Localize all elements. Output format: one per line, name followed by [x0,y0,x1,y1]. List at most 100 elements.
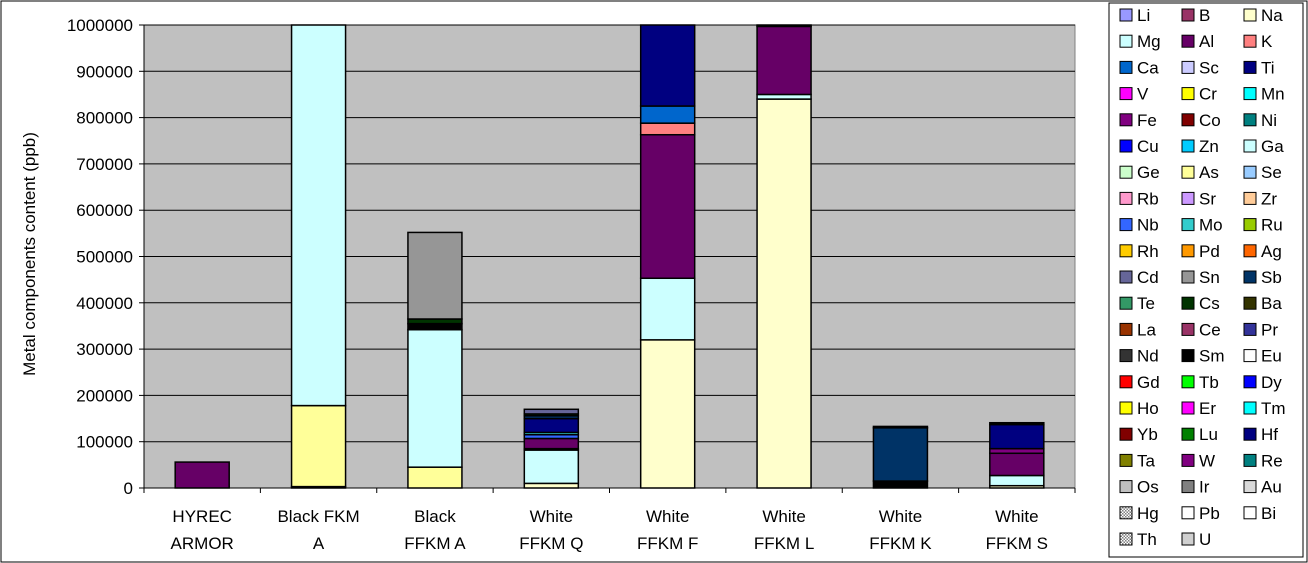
legend-label: Co [1199,111,1221,130]
legend-label: Th [1137,530,1157,549]
legend-swatch [1119,401,1133,415]
legend-label: Cd [1137,268,1159,287]
legend-label: Se [1261,163,1282,182]
legend-label: Tm [1261,399,1286,418]
legend-swatch [1243,296,1257,310]
legend-swatch [1119,60,1133,74]
legend-label: As [1199,163,1219,182]
legend-label: Tb [1199,373,1219,392]
legend-label: Zn [1199,137,1219,156]
x-tick-label: Black FFKM A [404,507,466,553]
bar-segment [523,437,580,450]
bar-segment [523,417,580,434]
legend-swatch [1243,244,1257,258]
legend-swatch [1181,113,1195,127]
legend-swatch [1119,113,1133,127]
legend-label: Gd [1137,373,1160,392]
legend-label: Cu [1137,137,1159,156]
legend-swatch [1243,349,1257,363]
legend-swatch [1119,349,1133,363]
legend-swatch [1243,34,1257,48]
bar-segment [639,339,696,489]
legend-swatch [1243,113,1257,127]
legend-swatch [1243,427,1257,441]
legend-swatch [1181,532,1195,546]
legend-label: Fe [1137,111,1157,130]
legend-label: Na [1261,6,1283,25]
legend-label: K [1261,32,1273,51]
bar-segment [989,423,1045,450]
x-tick-label: White FFKM F [637,507,698,553]
legend-label: Yb [1137,425,1158,444]
legend-label: Eu [1261,347,1282,366]
x-axis: HYREC ARMOR Black FKM A Black FFKM A White FFKM… [143,487,1076,553]
legend-label: Au [1261,478,1282,497]
legend-swatch [1181,349,1195,363]
legend-label: Ru [1261,216,1283,235]
y-tick-label: 700000 [76,155,133,174]
legend-swatch [1243,506,1257,520]
legend-label: Nb [1137,216,1159,235]
legend-label: Ti [1261,58,1275,77]
legend-swatch [1243,8,1257,22]
legend-label: Er [1199,399,1216,418]
legend-swatch [1181,191,1195,205]
legend-label: Al [1199,32,1214,51]
legend-swatch [1119,270,1133,284]
legend-swatch [1119,139,1133,153]
legend-swatch [1181,480,1195,494]
legend-label: Ce [1199,320,1221,339]
legend-swatch [1181,244,1195,258]
legend-label: Ca [1137,58,1159,77]
y-tick-label: 0 [124,479,133,498]
legend-swatch [1119,191,1133,205]
legend-label: B [1199,6,1210,25]
legend-label: Ge [1137,163,1160,182]
legend-label: Mg [1137,32,1161,51]
legend-swatch [1181,139,1195,153]
legend-label: U [1199,530,1211,549]
legend-label: Sr [1199,189,1216,208]
legend-swatch [1181,218,1195,232]
x-tick-label: HYREC ARMOR [171,507,234,553]
legend-swatch [1181,60,1195,74]
legend-label: Re [1261,451,1283,470]
legend-label: Hg [1137,504,1159,523]
y-tick-label: 500000 [76,248,133,267]
legend-swatch [1181,165,1195,179]
y-tick-label: 1000000 [67,16,133,35]
legend-swatch [1181,296,1195,310]
legend-label: Te [1137,294,1155,313]
bar-segment [756,98,812,489]
legend-swatch [1119,506,1133,520]
legend-label: Nd [1137,347,1159,366]
y-tick-label: 400000 [76,294,133,313]
legend-swatch [1119,218,1133,232]
bar-segment [756,25,812,96]
legend-swatch [1243,139,1257,153]
legend-swatch [1119,165,1133,179]
bar-segment [407,466,463,489]
legend-swatch [1119,244,1133,258]
y-tick-label: 300000 [76,340,133,359]
bar-segment [989,474,1045,487]
legend-swatch [1181,34,1195,48]
y-tick-label: 900000 [76,62,133,81]
legend-label: Lu [1199,425,1218,444]
legend-swatch [1181,506,1195,520]
legend: Li B Na Mg Al K Ca Sc Ti V Cr Mn Fe Co Ni Cu Zn Ga Ge As Se R… [1108,2,1304,558]
x-tick-label: White FFKM L [754,507,814,553]
bar-segment [989,421,1045,426]
bar-segment [407,322,463,331]
y-axis-title: Metal components content (ppb) [20,132,39,376]
legend-label: Sm [1199,347,1225,366]
bar-segment [639,24,696,107]
legend-label: Ta [1137,451,1156,470]
legend-label: Li [1137,6,1150,25]
legend-label: Ga [1261,137,1284,156]
legend-label: Pd [1199,242,1220,261]
bar-segment [523,449,580,485]
legend-label: V [1137,85,1149,104]
bar-segment [407,328,463,468]
legend-label: Ho [1137,399,1159,418]
